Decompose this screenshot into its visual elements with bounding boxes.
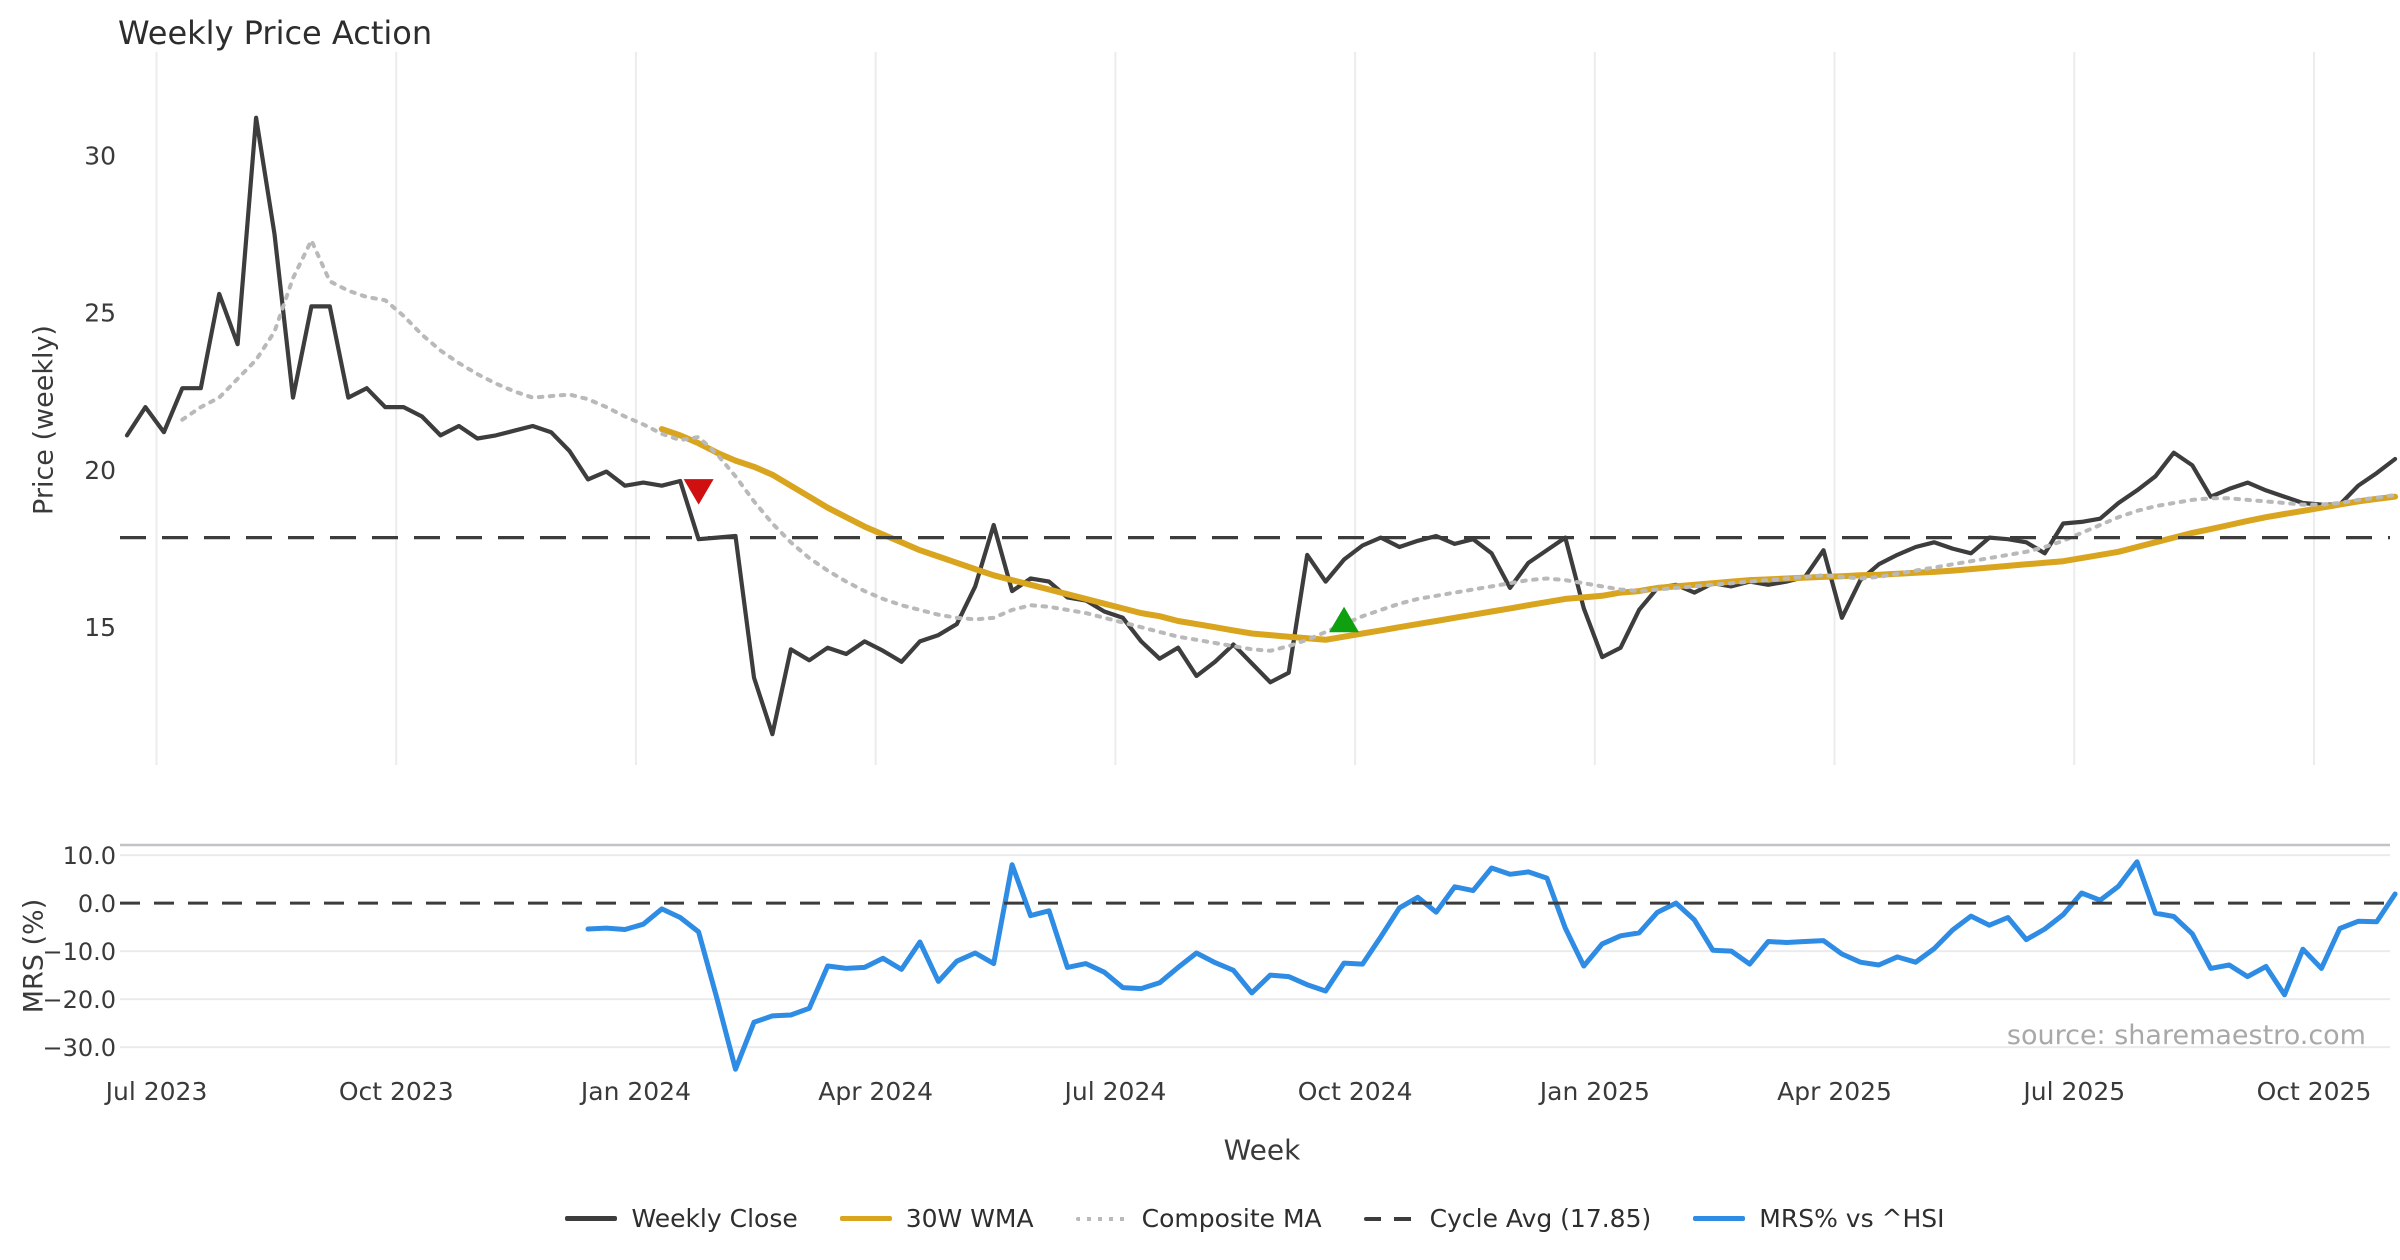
x-tick-label: Apr 2025 xyxy=(1777,1077,1892,1106)
legend-label: Cycle Avg (17.85) xyxy=(1429,1204,1652,1233)
source-note: source: sharemaestro.com xyxy=(2006,1020,2366,1051)
mrs-y-tick-label: −10.0 xyxy=(42,938,116,966)
x-tick-label: Jan 2024 xyxy=(579,1077,691,1106)
x-tick-label: Jan 2025 xyxy=(1538,1077,1650,1106)
x-tick-label: Jul 2024 xyxy=(1063,1077,1167,1106)
price-y-tick-label: 30 xyxy=(84,141,116,170)
price-y-tick-label: 25 xyxy=(84,299,116,328)
legend-swatch-dashed-icon xyxy=(1363,1216,1416,1221)
price-gridlines xyxy=(155,52,2315,765)
chart-title: Weekly Price Action xyxy=(118,14,433,52)
series-mrs-vs-hsi xyxy=(585,859,2398,1072)
mrs-panel xyxy=(120,843,2390,1049)
tick-labels: 15 20 25 30 10.0 0.0 −10.0 −20.0 −30.0 Jul 2023 Oc… xyxy=(42,141,2371,1106)
x-tick-label: Jul 2023 xyxy=(104,1077,208,1106)
mrs-y-tick-label: 10.0 xyxy=(63,842,116,870)
legend-label: 30W WMA xyxy=(905,1204,1034,1233)
series-composite-ma xyxy=(180,238,2398,653)
x-tick-label: Apr 2024 xyxy=(818,1077,933,1106)
mrs-axis-title: MRS (%) xyxy=(18,898,50,1014)
mrs-y-tick-label: 0.0 xyxy=(78,890,116,918)
legend-label: MRS% vs ^HSI xyxy=(1759,1204,1945,1233)
mrs-y-tick-label: −20.0 xyxy=(42,986,116,1014)
mrs-series-group xyxy=(120,859,2398,1072)
x-axis-title: Week xyxy=(1223,1133,1301,1167)
legend: Weekly Close 30W WMA Composite MA Cycle Avg… xyxy=(120,1204,2390,1233)
price-series-group xyxy=(120,115,2399,737)
x-tick-label: Oct 2023 xyxy=(339,1077,454,1106)
legend-swatch-solid-icon xyxy=(1693,1216,1746,1221)
legend-swatch-solid-icon xyxy=(565,1216,618,1221)
legend-item-30w-wma: 30W WMA xyxy=(839,1204,1034,1233)
legend-item-composite-ma: Composite MA xyxy=(1075,1204,1322,1233)
legend-label: Weekly Close xyxy=(631,1204,798,1233)
price-y-tick-label: 15 xyxy=(84,613,116,642)
series-30w-wma xyxy=(658,426,2399,643)
legend-item-mrs-vs-hsi: MRS% vs ^HSI xyxy=(1693,1204,1945,1233)
legend-item-weekly-close: Weekly Close xyxy=(565,1204,798,1233)
series-weekly-close xyxy=(124,115,2398,737)
legend-swatch-solid-icon xyxy=(839,1216,892,1221)
legend-swatch-dotted-icon xyxy=(1075,1216,1128,1221)
x-tick-label: Oct 2025 xyxy=(2257,1077,2372,1106)
x-tick-label: Oct 2024 xyxy=(1298,1077,1413,1106)
buy-signal-marker-triangle-up-icon xyxy=(1329,606,1360,633)
price-y-tick-label: 20 xyxy=(84,456,116,485)
legend-label: Composite MA xyxy=(1141,1204,1322,1233)
price-axis-title: Price (weekly) xyxy=(28,325,60,515)
legend-item-cycle-avg-17-85-: Cycle Avg (17.85) xyxy=(1363,1204,1652,1233)
x-tick-label: Jul 2025 xyxy=(2021,1077,2125,1106)
sell-signal-marker-triangle-down-icon xyxy=(683,479,714,505)
mrs-y-tick-label: −30.0 xyxy=(42,1034,116,1062)
